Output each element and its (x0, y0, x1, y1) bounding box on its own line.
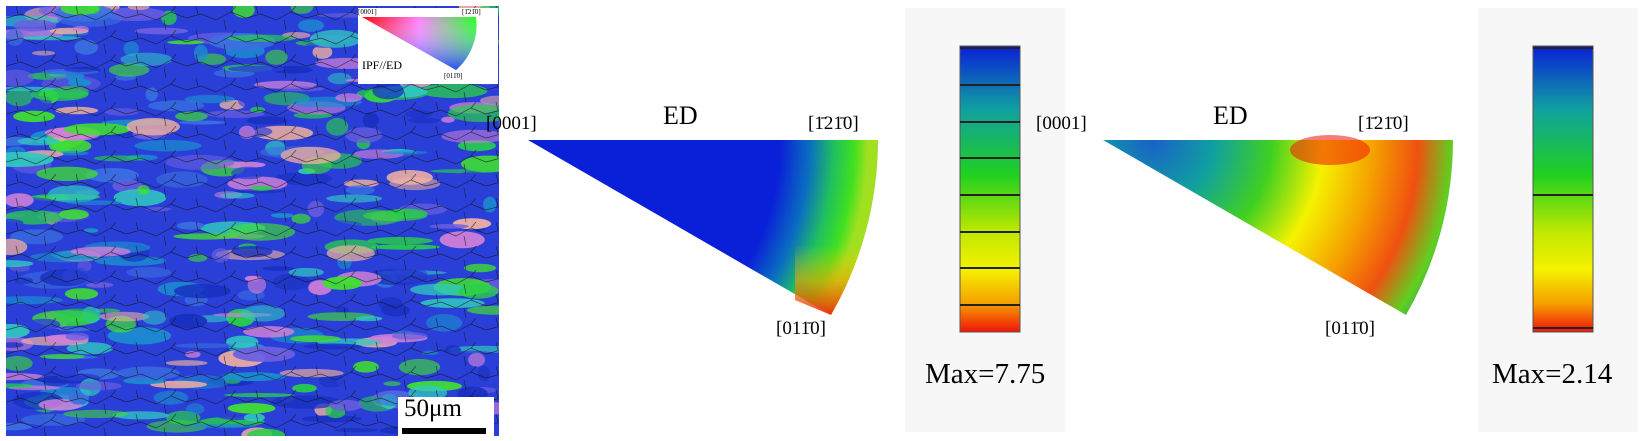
inverse-pole-figure-1: ED [0001] [1̄21̄0] [011̄0] (486, 0, 885, 441)
pf1-label-m12m10: [1̄21̄0] (808, 113, 859, 134)
key-title: IPF//ED (362, 58, 403, 72)
scale-bar-label: 50μm (404, 395, 462, 422)
key-label-m12m10: [1̄21̄0] (462, 8, 481, 16)
colorbar-2-panel: Max=2.14 (1478, 8, 1638, 432)
scale-bar-line (402, 428, 486, 434)
scale-bar: 50μm (398, 395, 494, 437)
colorbar-1-max: Max=7.75 (925, 358, 1046, 390)
key-label-01m10: [011̄0] (444, 72, 463, 80)
colorbar-1-panel: Max=7.75 (905, 8, 1065, 432)
colorbar-2-max: Max=2.14 (1492, 358, 1613, 390)
pf2-label-0001: [0001] (1036, 113, 1087, 134)
ipf-color-key: [0001] [1̄21̄0] [011̄0] IPF//ED (358, 8, 498, 84)
pf1-label-0001: [0001] (486, 113, 537, 134)
key-label-0001: [0001] (358, 8, 377, 16)
pf1-direction-label: ED (663, 101, 698, 130)
pf2-direction-label: ED (1213, 101, 1248, 130)
pf2-label-m12m10: [1̄21̄0] (1358, 113, 1409, 134)
inverse-pole-figure-2: ED [0001] [1̄21̄0] [011̄0] (1036, 0, 1460, 441)
pf1-label-01m10: [011̄0] (776, 318, 826, 339)
pf2-label-01m10: [011̄0] (1325, 318, 1375, 339)
